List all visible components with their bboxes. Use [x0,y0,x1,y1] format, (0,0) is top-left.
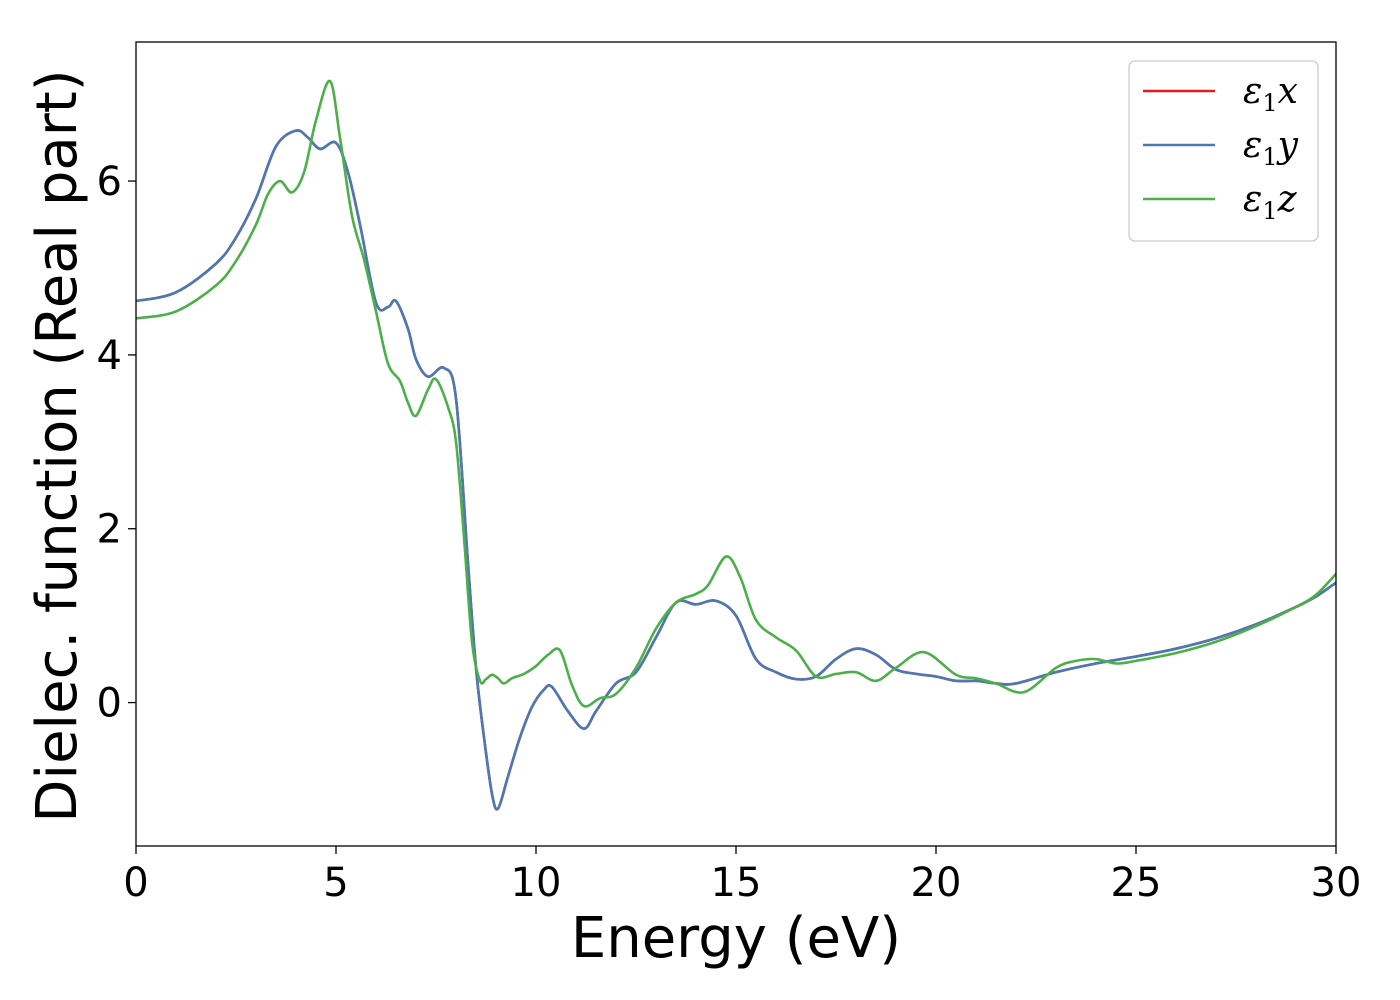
x-tick-label: 5 [323,860,348,906]
x-tick-label: 30 [1311,860,1362,906]
legend-label: ε1y [1243,125,1299,171]
x-tick-label: 20 [911,860,962,906]
legend-label: ε1z [1243,179,1298,225]
legend: ε1x ε1y ε1z [1128,60,1319,242]
x-axis-title: Energy (eV) [571,906,901,971]
x-tick-label: 10 [511,860,562,906]
legend-entry-3: ε1z [1143,179,1298,225]
legend-entry-1: ε1x [1143,71,1298,117]
y-axis-ticks: 0 2 4 6 [97,159,136,727]
y-tick-label: 6 [97,159,122,205]
series-line-2 [136,129,1336,811]
series-layer [136,79,1336,811]
legend-entries: ε1x ε1y ε1z [1143,71,1299,225]
x-tick-label: 15 [711,860,762,906]
y-tick-label: 0 [97,681,122,727]
y-tick-label: 4 [97,333,122,379]
x-tick-label: 25 [1111,860,1162,906]
x-axis-ticks: 0 5 10 15 20 25 30 [123,846,1361,906]
series-line-3 [136,79,1336,708]
legend-box [1128,60,1319,242]
legend-entry-2: ε1y [1143,125,1299,171]
legend-label: ε1x [1243,71,1298,117]
y-axis-title: Dielec. function (Real part) [25,69,90,822]
y-tick-label: 2 [97,507,122,553]
x-tick-label: 0 [123,860,148,906]
